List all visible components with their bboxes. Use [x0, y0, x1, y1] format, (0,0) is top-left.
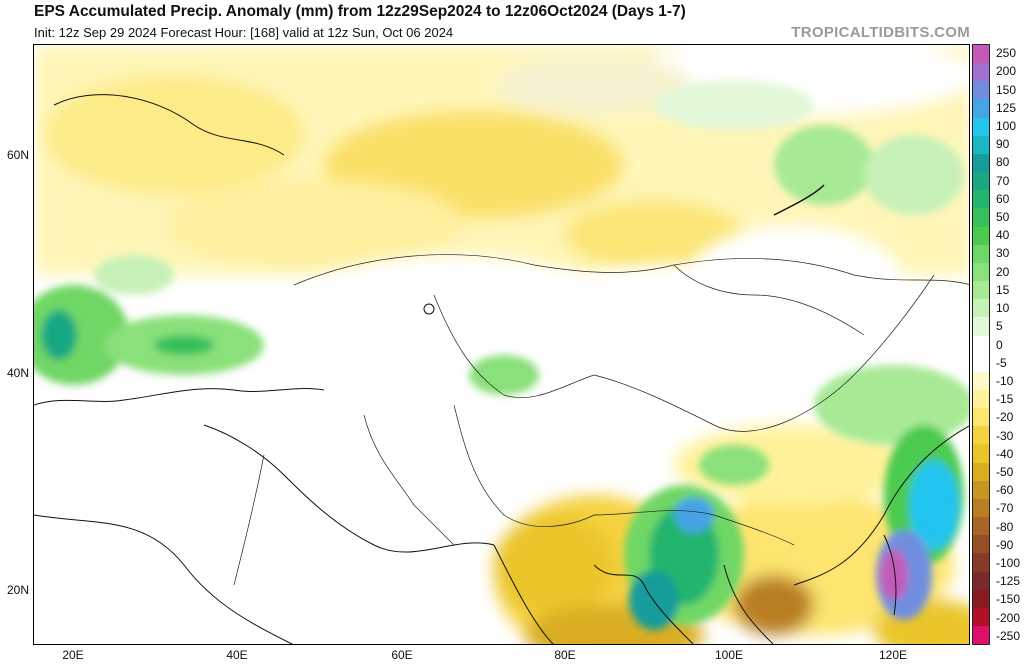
colorbar-swatch [973, 517, 989, 536]
colorbar-swatch [973, 426, 989, 445]
colorbar-swatch [973, 353, 989, 372]
colorbar-label: -90 [996, 537, 1014, 552]
lat-label-60n: 60N [6, 148, 29, 162]
colorbar-label: -15 [996, 392, 1014, 407]
wet-anomaly-europe [34, 80, 964, 395]
colorbar-swatch [973, 153, 989, 173]
lon-label-60e: 60E [391, 648, 413, 662]
colorbar-swatch [973, 589, 989, 608]
colorbar-label: -20 [996, 410, 1014, 425]
colorbar-label: -125 [996, 574, 1021, 589]
wet-anomaly-myanmar [624, 445, 769, 630]
colorbar-swatch [973, 480, 989, 499]
colorbar-swatch [973, 190, 989, 209]
precip-anomaly-map [33, 44, 970, 645]
colorbar-label: 80 [996, 155, 1010, 170]
colorbar-label: -30 [996, 428, 1014, 443]
colorbar-label: 100 [996, 118, 1017, 133]
colorbar-swatch [973, 498, 989, 518]
colorbar-label: -150 [996, 592, 1021, 607]
colorbar-label: 20 [996, 264, 1010, 279]
colorbar-swatch [973, 81, 989, 100]
colorbar-label: 30 [996, 246, 1010, 261]
colorbar-swatch [973, 535, 989, 554]
lon-label-100e: 100E [714, 648, 744, 662]
colorbar-swatch [973, 117, 989, 136]
colorbar-swatch [973, 408, 989, 427]
colorbar-swatch [973, 226, 989, 245]
lon-label-80e: 80E [554, 648, 576, 662]
lon-label-20e: 20E [62, 648, 84, 662]
lon-label-120e: 120E [878, 648, 908, 662]
lat-label-40n: 40N [6, 366, 29, 380]
colorbar-label: 250 [996, 46, 1017, 61]
neutral-area [34, 225, 904, 644]
colorbar-label: -70 [996, 501, 1014, 516]
colorbar-swatch [973, 244, 989, 263]
colorbar-label: 60 [996, 191, 1010, 206]
colorbar-swatch [973, 389, 989, 409]
colorbar-label: -40 [996, 446, 1014, 461]
wet-anomaly-east-china [814, 365, 969, 620]
coastlines [34, 94, 969, 644]
colorbar-swatch [973, 99, 989, 118]
colorbar-swatch [973, 462, 989, 481]
colorbar-label: -250 [996, 628, 1021, 643]
colorbar-label: -5 [996, 355, 1007, 370]
colorbar-label: -60 [996, 483, 1014, 498]
colorbar-swatch [973, 299, 989, 318]
colorbar-label: 150 [996, 82, 1017, 97]
colorbar-label: 40 [996, 228, 1010, 243]
colorbar-swatch [973, 335, 989, 354]
map-title: EPS Accumulated Precip. Anomaly (mm) fro… [34, 3, 686, 20]
map-canvas [34, 45, 969, 644]
colorbar-label: 15 [996, 282, 1010, 297]
colorbar-label: 125 [996, 100, 1017, 115]
colorbar-swatch [973, 317, 989, 336]
colorbar-label: 50 [996, 210, 1010, 224]
watermark: TROPICALTIDBITS.COM [791, 24, 970, 41]
colorbar-swatch [973, 281, 989, 300]
colorbar-label: 5 [996, 319, 1003, 334]
map-subtitle: Init: 12z Sep 29 2024 Forecast Hour: [16… [34, 25, 454, 40]
lat-label-20n: 20N [6, 583, 29, 597]
colorbar-swatch [973, 172, 989, 191]
colorbar-label: -50 [996, 464, 1014, 479]
lon-label-40e: 40E [226, 648, 248, 662]
colorbar-legend [972, 44, 990, 645]
colorbar-swatch [973, 571, 989, 590]
colorbar-swatch [973, 371, 989, 390]
colorbar-label: 10 [996, 301, 1010, 316]
colorbar-label: 90 [996, 137, 1010, 152]
colorbar-swatch [973, 553, 989, 572]
colorbar-swatch [973, 45, 989, 64]
colorbar-label: 0 [996, 337, 1003, 352]
colorbar-label: 70 [996, 173, 1010, 188]
colorbar-label: -200 [996, 610, 1021, 625]
colorbar-label: -100 [996, 556, 1021, 571]
colorbar-swatch [973, 135, 989, 154]
colorbar-swatch [973, 63, 989, 82]
colorbar-label: -80 [996, 519, 1014, 534]
colorbar-swatch [973, 262, 989, 282]
colorbar-label: -10 [996, 373, 1014, 388]
colorbar-swatch [973, 607, 989, 626]
colorbar-label: 200 [996, 64, 1017, 79]
colorbar-swatch [973, 208, 989, 227]
colorbar-swatch [973, 444, 989, 463]
country-borders [233, 254, 969, 586]
colorbar-swatch [973, 626, 989, 645]
